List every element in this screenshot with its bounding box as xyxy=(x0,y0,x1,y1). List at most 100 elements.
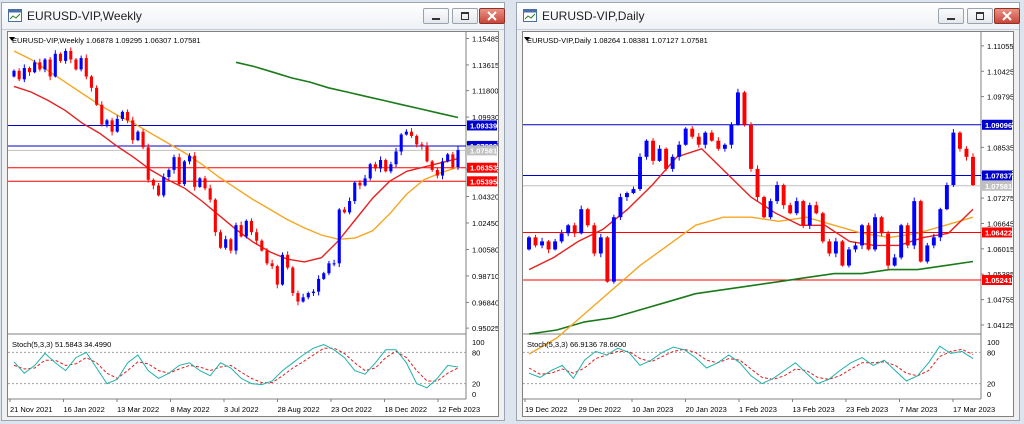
candle-bull xyxy=(353,182,357,202)
weekly-chart-window[interactable]: EURUSD-VIP,Weekly 1.15485 1.13615 1.11800 1… xyxy=(1,2,505,421)
candle-bull xyxy=(244,220,248,237)
time-tick-label: 18 Dec 2022 xyxy=(385,405,428,414)
candle-bull xyxy=(931,237,936,246)
price-level-tag xyxy=(982,180,1012,191)
candle-bear xyxy=(435,169,439,176)
stoch-label: Stoch(5,3,3) 66.9136 78.6600 xyxy=(527,340,626,349)
chart-area[interactable]: 1.154851.136151.118001.099301.081151.062… xyxy=(7,31,499,417)
time-tick-label: 1 Feb 2023 xyxy=(739,405,777,414)
time-tick-label: 7 Mar 2023 xyxy=(900,405,938,414)
candle-bull xyxy=(638,156,642,190)
candle-bull xyxy=(224,239,228,248)
minimize-icon xyxy=(432,18,440,20)
candle-bear xyxy=(964,148,969,157)
maximize-button[interactable] xyxy=(452,8,478,24)
maximize-button[interactable] xyxy=(967,8,993,24)
close-icon xyxy=(1002,11,1012,21)
daily-chart-svg: 1.110551.104251.097951.091651.085351.079… xyxy=(523,32,1013,414)
candle-bull xyxy=(860,225,864,246)
candle-bull xyxy=(12,70,16,77)
minimize-icon xyxy=(947,18,955,20)
price-level-tag xyxy=(982,170,1012,181)
candle-bear xyxy=(585,209,590,226)
close-button[interactable] xyxy=(994,8,1020,24)
candle-bear xyxy=(546,241,551,250)
candle-bull xyxy=(938,209,943,238)
candle-bull xyxy=(677,144,682,157)
candle-bull xyxy=(64,50,68,61)
candle-bear xyxy=(110,120,114,132)
close-button[interactable] xyxy=(479,8,505,24)
stoch-tick-label: 0 xyxy=(472,390,476,399)
candle-bear xyxy=(886,233,891,266)
candle-bull xyxy=(79,58,83,70)
price-tick-label: 1.11055 xyxy=(987,42,1013,51)
candle-bull xyxy=(43,59,47,70)
candle-bull xyxy=(456,150,460,168)
candle-bear xyxy=(918,201,923,262)
candle-bear xyxy=(193,155,197,187)
restore-icon xyxy=(461,12,469,20)
candle-bear xyxy=(151,179,155,186)
moving-average-orange xyxy=(528,216,974,355)
candle-bear xyxy=(709,132,714,141)
candle-bear xyxy=(177,157,181,185)
time-tick-label: 17 Mar 2023 xyxy=(953,405,995,414)
weekly-chart-svg: 1.154851.136151.118001.099301.081151.062… xyxy=(8,32,498,414)
candle-bear xyxy=(788,205,793,214)
candle-bull xyxy=(404,131,408,135)
price-tick-label: 1.09930 xyxy=(472,113,498,122)
time-tick-label: 19 Dec 2022 xyxy=(525,405,568,414)
price-tick-label: 1.04320 xyxy=(472,193,498,202)
candle-bull xyxy=(566,225,571,234)
moving-average-orange xyxy=(13,50,459,241)
title-bar[interactable]: EURUSD-VIP,Weekly xyxy=(2,3,505,30)
price-level-label: 1.09339 xyxy=(470,121,497,130)
candle-bear xyxy=(971,156,975,186)
candle-bear xyxy=(100,104,104,125)
candle-bull xyxy=(618,197,623,218)
candle-bull xyxy=(182,161,186,185)
candle-bull xyxy=(735,92,740,125)
candle-bull xyxy=(794,201,799,214)
price-level-label: 1.07581 xyxy=(470,146,497,155)
title-bar[interactable]: EURUSD-VIP,Daily xyxy=(517,3,1020,30)
candle-bear xyxy=(814,205,819,214)
candle-bear xyxy=(415,135,419,145)
chart-window-icon xyxy=(8,9,22,22)
window-title: EURUSD-VIP,Daily xyxy=(542,9,645,23)
restore-icon xyxy=(976,12,984,20)
candle-bull xyxy=(53,53,57,77)
candle-bear xyxy=(27,67,32,73)
time-tick-label: 28 Aug 2022 xyxy=(278,405,320,414)
candle-bull xyxy=(234,225,238,251)
daily-chart-window[interactable]: EURUSD-VIP,Daily 1.11055 1.10425 1.09795 1.… xyxy=(516,2,1020,421)
price-tick-label: 1.04125 xyxy=(987,321,1013,330)
stoch-tick-label: 20 xyxy=(987,380,995,389)
candle-bear xyxy=(249,220,254,233)
window-title: EURUSD-VIP,Weekly xyxy=(27,9,142,23)
stoch-tick-label: 20 xyxy=(472,380,480,389)
price-tick-label: 1.07275 xyxy=(987,194,1013,203)
candle-bear xyxy=(286,254,290,268)
chart-area[interactable]: 1.110551.104251.097951.091651.085351.079… xyxy=(522,31,1014,417)
candle-bull xyxy=(317,278,321,292)
candle-bull xyxy=(162,176,166,196)
candle-bear xyxy=(801,201,806,226)
candle-bull xyxy=(703,132,708,145)
minimize-button[interactable] xyxy=(938,8,964,24)
price-level-label: 1.05395 xyxy=(470,177,497,186)
candle-bull xyxy=(925,245,930,262)
candle-bull xyxy=(33,62,37,73)
candle-bull xyxy=(337,209,341,264)
minimize-button[interactable] xyxy=(423,8,449,24)
moving-average-red xyxy=(528,148,974,271)
price-tick-label: 0.95025 xyxy=(472,324,498,333)
price-tick-label: 1.06015 xyxy=(987,245,1013,254)
candle-bull xyxy=(527,237,531,250)
candle-bear xyxy=(275,266,279,285)
candle-bull xyxy=(280,254,285,285)
candle-bull xyxy=(657,148,662,161)
candle-bear xyxy=(48,59,52,77)
candle-bear xyxy=(203,178,207,189)
